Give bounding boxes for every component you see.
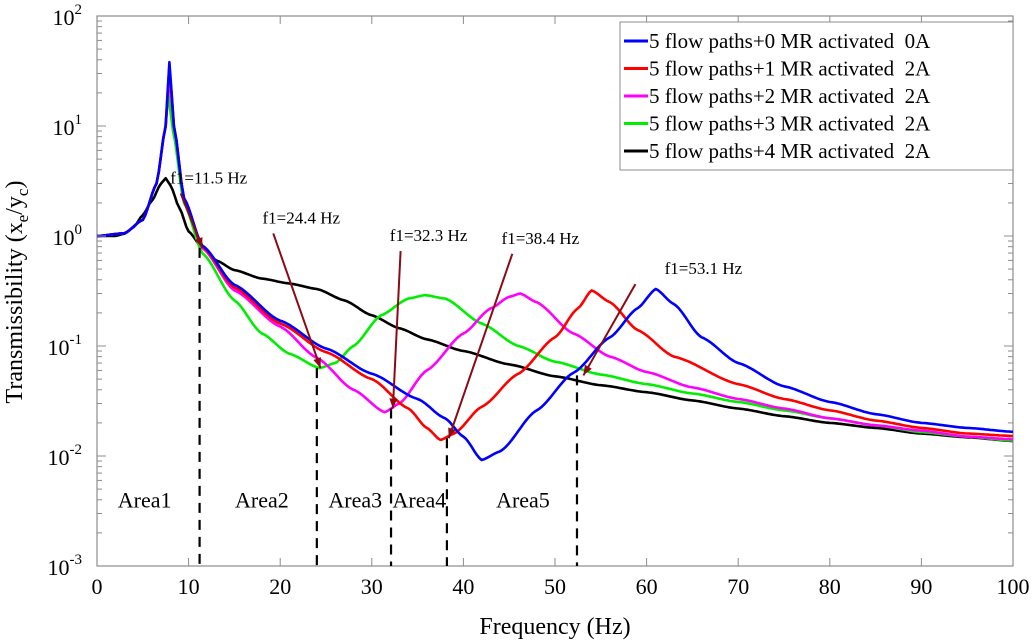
legend: 5 flow paths+0 MR activated 0A 5 flow pat… (619, 21, 1014, 171)
arrow-head (583, 364, 592, 376)
annotation-arrow (582, 283, 637, 376)
x-tick-label: 90 (910, 574, 932, 599)
arrow-head (194, 237, 203, 248)
legend-label-0: 5 flow paths+0 MR activated 0A (649, 29, 931, 53)
legend-label-3: 5 flow paths+3 MR activated 2A (649, 112, 931, 136)
annotation-label: f1=38.4 Hz (502, 229, 580, 248)
x-tick-label: 0 (92, 574, 103, 599)
divider-lines: Area1 Area2 Area3 Area4 Area5 (118, 247, 579, 566)
area-label: Area1 (118, 488, 172, 513)
y-tick-label: 10-1 (48, 332, 83, 360)
curves (96, 60, 1014, 462)
area-label: Area3 (328, 488, 382, 513)
annotation-arrow (447, 253, 514, 439)
y-tick-label: 100 (53, 222, 83, 250)
legend-label-4: 5 flow paths+4 MR activated 2A (649, 139, 931, 163)
series-line-2 (96, 75, 1013, 441)
x-tick-label: 80 (819, 574, 841, 599)
arrow-head (389, 398, 398, 409)
area-label: Area5 (496, 488, 550, 513)
series-line-0 (96, 60, 1014, 462)
x-tick-label: 40 (452, 574, 474, 599)
arrow-head (448, 427, 456, 439)
y-tick-label: 102 (53, 2, 83, 30)
annotation-label: f1=53.1 Hz (665, 259, 743, 278)
annotation-arrow (391, 250, 402, 409)
x-tick-label: 30 (361, 574, 383, 599)
x-tick-label: 70 (727, 574, 749, 599)
x-tick-label: 60 (636, 574, 658, 599)
annotation-arrows: f1=11.5 Hz f1=24.4 Hz f1=32.3 Hz f1=38.4 Hz… (170, 169, 743, 439)
series-line-4 (97, 176, 1014, 443)
area-label: Area4 (393, 488, 447, 513)
y-tick-label: 10-2 (48, 442, 83, 470)
x-tick-label: 50 (544, 574, 566, 599)
y-tick-label: 101 (53, 112, 83, 140)
legend-label-2: 5 flow paths+2 MR activated 2A (649, 84, 931, 108)
area-label: Area2 (235, 488, 289, 513)
y-axis-title: Transmissibility (xe/yc) (2, 181, 32, 404)
x-axis-ticks: 0 10 20 30 40 50 60 70 80 90 100 (92, 16, 1030, 599)
x-tick-label: 10 (178, 574, 200, 599)
y-tick-label: 10-3 (48, 552, 83, 580)
x-axis-title: Frequency (Hz) (479, 614, 630, 640)
legend-box (619, 21, 1014, 171)
annotation-label: f1=32.3 Hz (390, 226, 468, 245)
series-line-1 (96, 64, 1014, 442)
x-tick-label: 20 (269, 574, 291, 599)
arrow-head (313, 357, 321, 369)
annotation-label: f1=24.4 Hz (262, 208, 340, 227)
legend-label-1: 5 flow paths+1 MR activated 2A (649, 57, 931, 81)
annotation-label: f1=11.5 Hz (170, 169, 247, 188)
x-tick-label: 100 (997, 574, 1030, 599)
annotation-arrow (272, 233, 322, 369)
